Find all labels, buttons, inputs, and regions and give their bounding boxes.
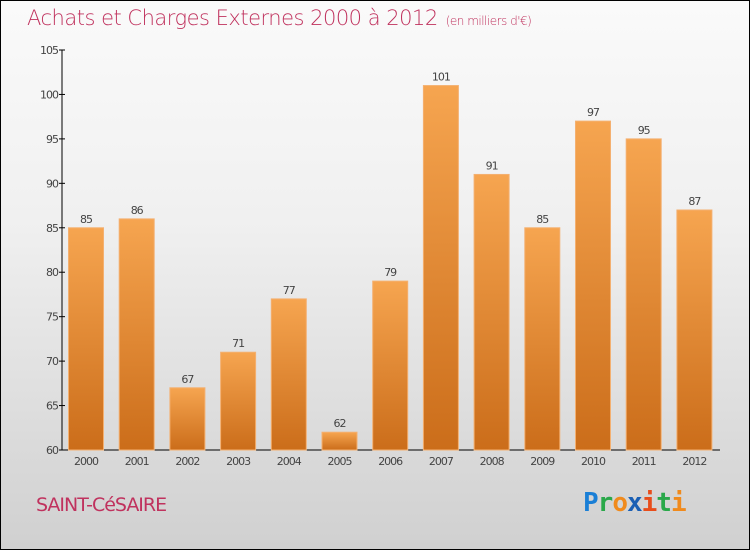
x-tick-label: 2005: [328, 455, 353, 468]
bar-2012: [676, 209, 713, 451]
y-tick-label: 95: [46, 133, 59, 146]
bar-2011: [625, 138, 662, 451]
y-tick-label: 70: [46, 355, 59, 368]
data-label: 85: [536, 213, 549, 226]
bar-2009: [524, 227, 561, 451]
subtitle-text: (en milliers d'€): [445, 14, 532, 28]
logo-letter: P: [583, 488, 599, 518]
x-tick-label: 2012: [682, 455, 706, 468]
data-label: 67: [181, 373, 194, 386]
y-tick-label: 100: [40, 88, 59, 101]
logo-letter: x: [626, 488, 643, 518]
bar-2006: [372, 280, 409, 451]
x-tick-label: 2001: [125, 455, 149, 468]
x-tick-label: 2006: [378, 455, 403, 468]
bar-2004: [270, 298, 307, 451]
y-tick-label: 105: [40, 44, 59, 57]
data-label: 77: [283, 284, 296, 297]
y-tick-label: 60: [46, 444, 59, 457]
data-label: 79: [384, 266, 397, 279]
x-tick-label: 2004: [277, 455, 302, 468]
data-label: 85: [80, 213, 93, 226]
logo-letter: r: [597, 488, 614, 518]
logo-letter: i: [641, 488, 658, 518]
x-tick-label: 2008: [480, 455, 505, 468]
data-label: 91: [486, 159, 498, 172]
x-tick-label: 2003: [226, 455, 251, 468]
x-tick-label: 2002: [175, 455, 199, 468]
bar-2010: [575, 120, 611, 451]
data-label: 97: [587, 106, 600, 119]
bar-2007: [422, 85, 459, 451]
city-name: SAINT-CéSAIRE: [36, 494, 167, 516]
bar-2005: [321, 431, 358, 451]
x-tick-label: 2009: [530, 455, 555, 468]
bar-2001: [118, 218, 155, 451]
x-tick-label: 2010: [581, 455, 606, 468]
proxiti-logo: Proxiti: [583, 488, 687, 518]
title-text: Achats et Charges Externes 2000 à 2012: [27, 6, 438, 30]
bar-2002: [169, 387, 206, 451]
logo-letter: t: [656, 488, 672, 518]
x-tick-label: 2000: [74, 455, 99, 468]
logo-letter: i: [670, 488, 687, 518]
bar-2008: [473, 173, 510, 451]
x-tick-label: 2011: [632, 455, 656, 468]
y-tick-label: 85: [46, 222, 59, 235]
y-tick-label: 90: [46, 177, 59, 190]
bar-2003: [220, 351, 257, 451]
y-tick-label: 65: [46, 400, 59, 413]
data-label: 101: [432, 71, 450, 84]
data-label: 86: [131, 204, 144, 217]
data-label: 71: [232, 337, 244, 350]
x-tick-label: 2007: [429, 455, 454, 468]
data-label: 62: [334, 417, 346, 430]
data-label: 87: [688, 195, 701, 208]
y-tick-label: 75: [46, 311, 59, 324]
logo-letter: o: [612, 488, 628, 518]
bar-2000: [68, 227, 104, 451]
y-tick-label: 80: [46, 266, 59, 279]
chart-title: Achats et Charges Externes 2000 à 2012 (e…: [27, 6, 532, 30]
data-label: 95: [638, 124, 651, 137]
